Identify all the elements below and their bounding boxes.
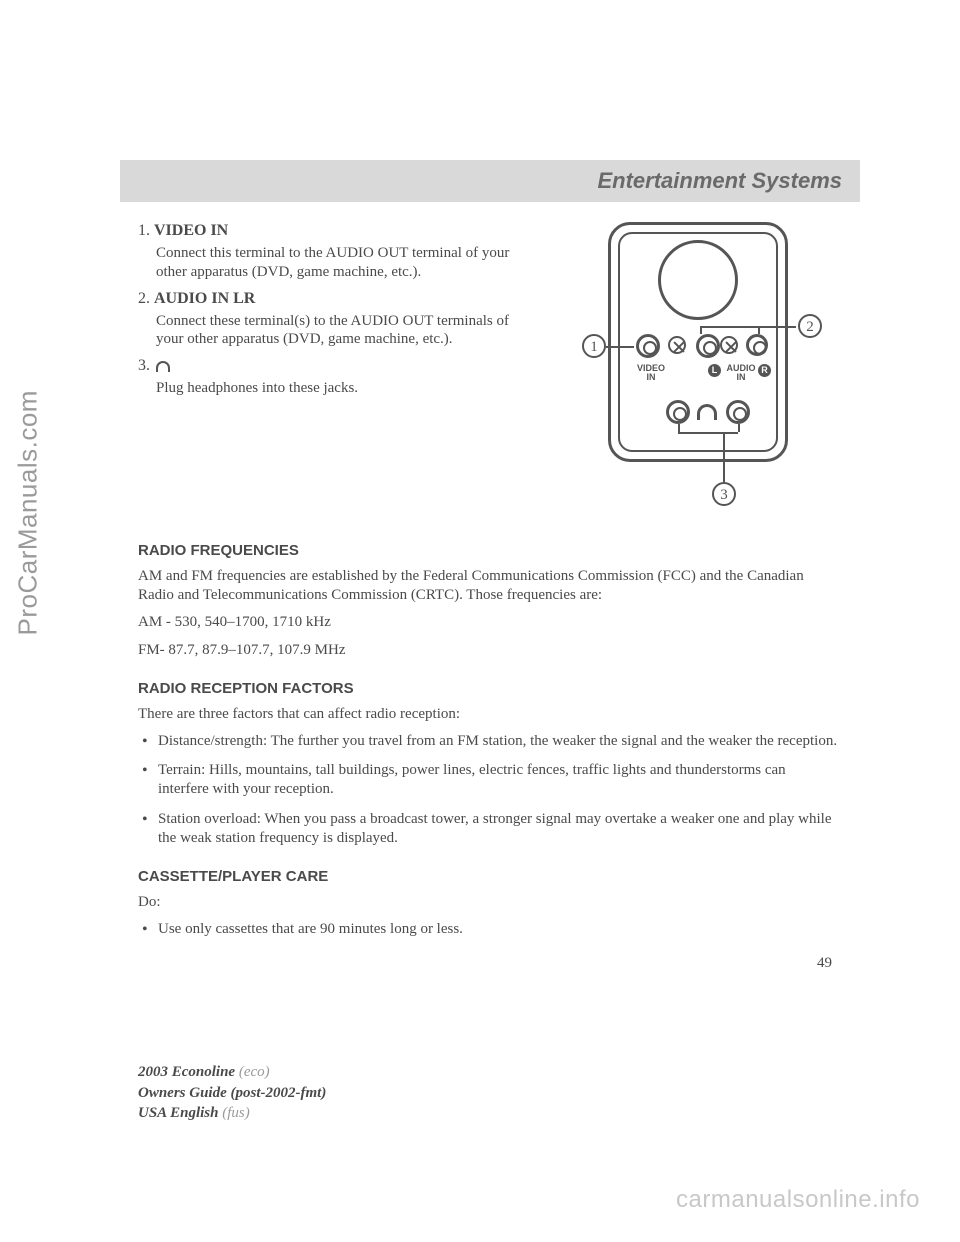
connector-diagram: VIDEO IN L AUDIO IN R 1 2 3 <box>550 222 840 522</box>
list-item: Use only cassettes that are 90 minutes l… <box>138 920 840 939</box>
body-text: There are three factors that can affect … <box>138 705 840 724</box>
body-text: FM- 87.7, 87.9–107.7, 107.9 MHz <box>138 641 840 660</box>
callout-lead <box>678 432 738 434</box>
footer: 2003 Econoline (eco) Owners Guide (post-… <box>138 1062 840 1123</box>
list-item: 3. Plug headphones into these jacks. <box>138 357 530 398</box>
footer-guide: Owners Guide (post-2002-fmt) <box>138 1085 326 1101</box>
body-text: Do: <box>138 893 840 912</box>
list-item: Distance/strength: The further you trave… <box>138 732 840 751</box>
numbered-list: 1. VIDEO IN Connect this terminal to the… <box>138 222 530 398</box>
video-in-label: VIDEO IN <box>636 364 666 383</box>
callout-1: 1 <box>582 334 606 358</box>
callout-3: 3 <box>712 482 736 506</box>
page-content: Entertainment Systems 1. VIDEO IN Connec… <box>120 160 860 1123</box>
footer-code: (eco) <box>239 1064 270 1080</box>
audio-l-jack <box>696 334 720 358</box>
callout-lead <box>606 346 634 348</box>
footer-lang: USA English <box>138 1105 222 1121</box>
radio-frequencies-heading: RADIO FREQUENCIES <box>138 542 840 559</box>
cassette-bullets: Use only cassettes that are 90 minutes l… <box>138 920 840 939</box>
watermark-bottom: carmanualsonline.info <box>676 1186 920 1214</box>
reception-bullets: Distance/strength: The further you trave… <box>138 732 840 848</box>
callout-lead <box>738 424 740 432</box>
item-label: AUDIO IN LR <box>154 290 255 307</box>
list-item: 1. VIDEO IN Connect this terminal to the… <box>138 222 530 282</box>
body-text: AM - 530, 540–1700, 1710 kHz <box>138 613 840 632</box>
watermark-left: ProCarManuals.com <box>13 390 44 635</box>
footer-model: 2003 Econoline <box>138 1064 239 1080</box>
audio-in-label: AUDIO IN <box>726 364 756 383</box>
list-item: Terrain: Hills, mountains, tall building… <box>138 761 840 799</box>
header-bar: Entertainment Systems <box>120 160 860 202</box>
radio-reception-heading: RADIO RECEPTION FACTORS <box>138 680 840 697</box>
callout-lead <box>678 424 680 432</box>
screw-icon <box>720 336 738 354</box>
item-number: 2. <box>138 290 150 307</box>
video-jack <box>636 334 660 358</box>
item-label: VIDEO IN <box>154 222 228 239</box>
item-number: 3. <box>138 357 150 374</box>
callout-lead <box>723 432 725 482</box>
page-number: 49 <box>138 955 840 972</box>
callout-lead <box>758 326 760 334</box>
r-badge: R <box>758 364 771 377</box>
l-badge: L <box>708 364 721 377</box>
callout-2: 2 <box>798 314 822 338</box>
cassette-care-heading: CASSETTE/PLAYER CARE <box>138 868 840 885</box>
screw-icon <box>668 336 686 354</box>
callout-lead <box>700 326 760 328</box>
list-item: Station overload: When you pass a broadc… <box>138 810 840 848</box>
item-body: Connect this terminal to the AUDIO OUT t… <box>156 244 530 282</box>
headphone-jack <box>726 400 750 424</box>
headphone-jack <box>666 400 690 424</box>
item-body: Connect these terminal(s) to the AUDIO O… <box>156 312 530 350</box>
item-body: Plug headphones into these jacks. <box>156 379 530 398</box>
item-number: 1. <box>138 222 150 239</box>
footer-code: (fus) <box>222 1105 250 1121</box>
page-title: Entertainment Systems <box>597 168 842 193</box>
callout-lead <box>700 326 702 334</box>
headphones-icon <box>156 361 170 372</box>
audio-r-jack <box>746 334 768 356</box>
callout-lead <box>760 326 796 328</box>
headphones-icon <box>697 404 717 420</box>
speaker-circle <box>658 240 738 320</box>
body-text: AM and FM frequencies are established by… <box>138 567 840 605</box>
list-item: 2. AUDIO IN LR Connect these terminal(s)… <box>138 290 530 350</box>
